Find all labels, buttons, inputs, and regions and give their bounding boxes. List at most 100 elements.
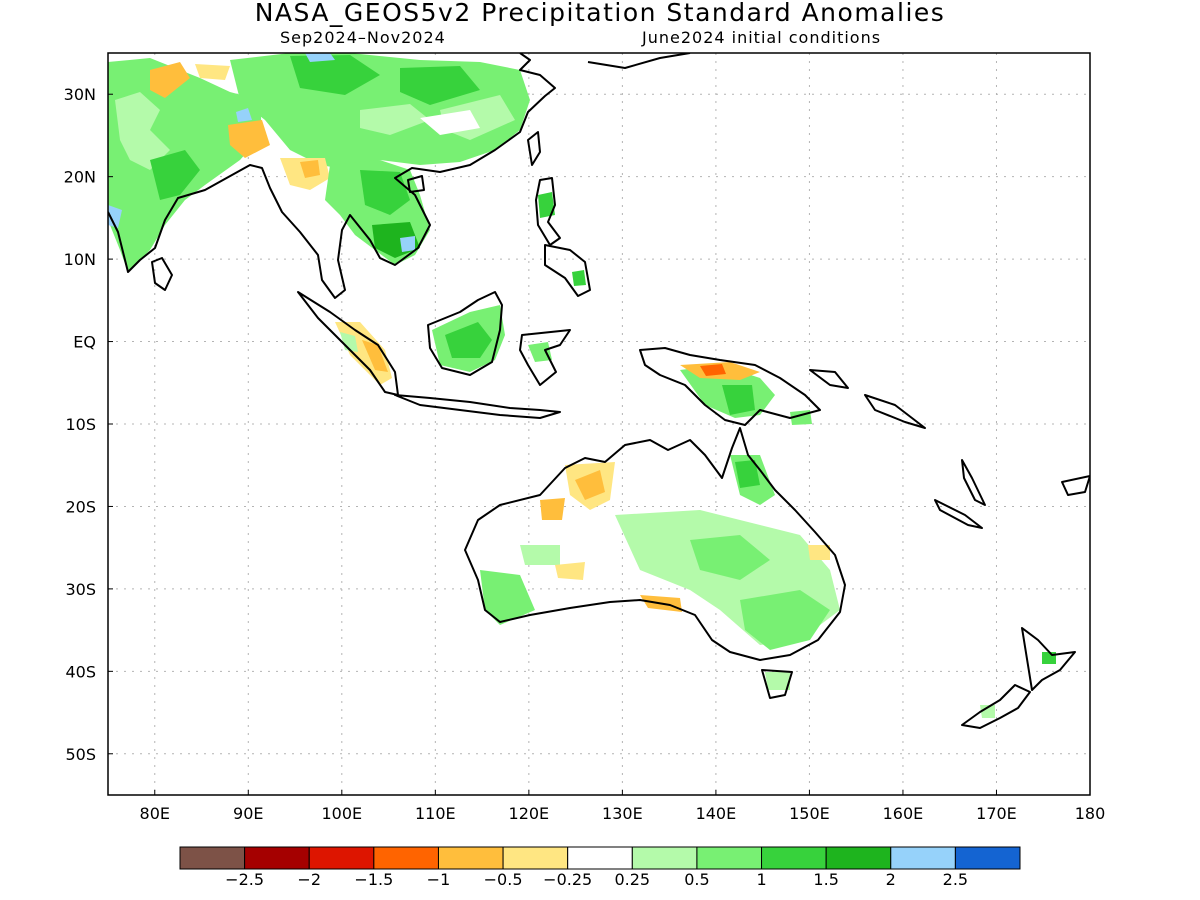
anomaly-himalaya-neg2 <box>195 64 230 80</box>
anomaly-aus-central-green <box>690 535 770 580</box>
anomaly-china-strong <box>290 55 380 95</box>
plot-frame <box>107 52 1091 796</box>
colorbar-label: 2.5 <box>943 870 968 889</box>
anomaly-china-light <box>360 104 430 135</box>
visayas-coastline <box>544 244 591 297</box>
tick-label-lon: 130E <box>602 804 643 823</box>
gridlines <box>108 53 1090 795</box>
anomaly-sumatra-pos <box>340 332 358 352</box>
borneo-coastline <box>427 291 503 376</box>
anomaly-tibet-blue <box>236 108 252 122</box>
colorbar-label: −1 <box>427 870 451 889</box>
tick-label-lat: 20S <box>65 497 96 516</box>
newbritain-coastline <box>809 369 849 389</box>
colorbar-label: −0.25 <box>543 870 592 889</box>
tick-label-lon: 180 <box>1075 804 1106 823</box>
tick-label-lon: 170E <box>976 804 1017 823</box>
luzon-coastline <box>535 177 561 246</box>
newguinea-coastline <box>639 347 821 426</box>
colorbar-label: 2 <box>886 870 896 889</box>
colorbar-label: −2.5 <box>225 870 264 889</box>
tick-label-lon: 100E <box>321 804 362 823</box>
page-title: NASA_GEOS5v2 Precipitation Standard Anom… <box>254 0 946 27</box>
tick-label-lon: 150E <box>789 804 830 823</box>
colorbar-swatch <box>761 846 827 870</box>
asia-coastline <box>108 53 556 299</box>
anomaly-png-neg2 <box>700 364 726 376</box>
tick-label-lat: 10S <box>65 415 96 434</box>
colorbar-label: 0.25 <box>614 870 650 889</box>
colorbar-label: −2 <box>297 870 321 889</box>
anomaly-aus-qld-strong <box>735 460 760 488</box>
anomaly-mekong-blue <box>400 236 415 252</box>
colorbar-swatch <box>437 846 504 870</box>
tick-label-lon: 140E <box>696 804 737 823</box>
colorbar-label: −1.5 <box>354 870 393 889</box>
anomaly-aus-nw-neg2 <box>575 470 605 500</box>
fiji-coastline <box>1061 475 1090 496</box>
anomaly-china-white <box>420 110 480 135</box>
anomaly-india-blue <box>108 205 122 228</box>
anomaly-myanmar-neg2 <box>300 160 320 178</box>
tick-label-lat: 50S <box>65 745 96 764</box>
anomaly-aus-se <box>740 590 830 650</box>
anomaly-nz-south <box>980 705 995 718</box>
australia-coastline <box>464 427 846 661</box>
newcaledonia-coastline <box>934 499 983 529</box>
colorbar-swatch <box>631 846 698 870</box>
colorbar-swatch <box>696 846 763 870</box>
tick-label-lat: 40S <box>65 662 96 681</box>
sulawesi-coastline <box>519 329 571 386</box>
anomaly-bangladesh-neg <box>228 120 270 158</box>
anomaly-mindanao <box>572 270 586 286</box>
colorbar-swatch <box>954 846 1021 870</box>
colorbar-label: 1 <box>756 870 766 889</box>
tick-label-lon: 80E <box>140 804 170 823</box>
anomaly-aus-sw <box>480 570 535 625</box>
anomaly-luzon <box>538 192 555 218</box>
nz-south-coastline <box>961 684 1031 729</box>
tick-label-lat: EQ <box>73 333 96 352</box>
colorbar-swatch <box>825 846 892 870</box>
colorbar: −2.5 −2 −1.5 −1 −0.5 −0.25 0.25 0.5 1 1.5 2 2.5 <box>179 846 1021 889</box>
anomaly-sulawesi <box>528 342 552 362</box>
anomaly-india-strong <box>150 150 200 200</box>
longitude-ticks: 80E 90E 100E 110E 120E 130E 140E 150E 160E 170E 18… <box>140 790 1106 823</box>
anomaly-sumatra-neg2 <box>362 340 388 372</box>
taiwan-coastline <box>527 131 541 166</box>
srilanka-coastline <box>151 257 173 291</box>
colorbar-swatch <box>502 846 569 870</box>
coastlines <box>108 53 1090 729</box>
vanuatu-coastline <box>961 459 986 506</box>
colorbar-label: −0.5 <box>484 870 523 889</box>
anomaly-shading <box>108 53 1056 718</box>
latitude-ticks: 30N 20N 10N EQ 10S 20S 30S 40S 50S <box>64 85 113 764</box>
anomaly-borneo-strong <box>445 322 492 358</box>
java-coastline <box>394 394 561 419</box>
tick-label-lon: 120E <box>509 804 550 823</box>
anomaly-china-strong2 <box>400 66 480 105</box>
colorbar-label: 0.5 <box>684 870 709 889</box>
anomaly-tasmania <box>765 672 790 690</box>
tick-label-lon: 160E <box>883 804 924 823</box>
colorbar-swatch <box>308 846 375 870</box>
season-label: Sep2024–Nov2024 <box>280 28 446 47</box>
anomaly-india-light <box>115 92 170 170</box>
tick-label-lon: 110E <box>415 804 456 823</box>
colorbar-swatch <box>179 846 246 870</box>
tick-label-lat: 10N <box>64 250 96 269</box>
japan-coastline <box>587 53 691 69</box>
anomaly-aus-pilbara-neg <box>540 498 565 520</box>
anomaly-aus-east-neg <box>808 545 830 560</box>
tick-label-lat: 30S <box>65 580 96 599</box>
solomon-coastline <box>864 394 926 429</box>
colorbar-swatch <box>373 846 439 870</box>
initial-conditions-label: June2024 initial conditions <box>642 28 882 47</box>
colorbar-swatch <box>890 846 956 870</box>
anomaly-aus-sw-light <box>520 545 560 565</box>
colorbar-swatch <box>244 846 310 870</box>
anomaly-png-strong <box>722 385 755 415</box>
hainan-coastline <box>407 175 425 193</box>
tasmania-coastline <box>761 669 793 699</box>
